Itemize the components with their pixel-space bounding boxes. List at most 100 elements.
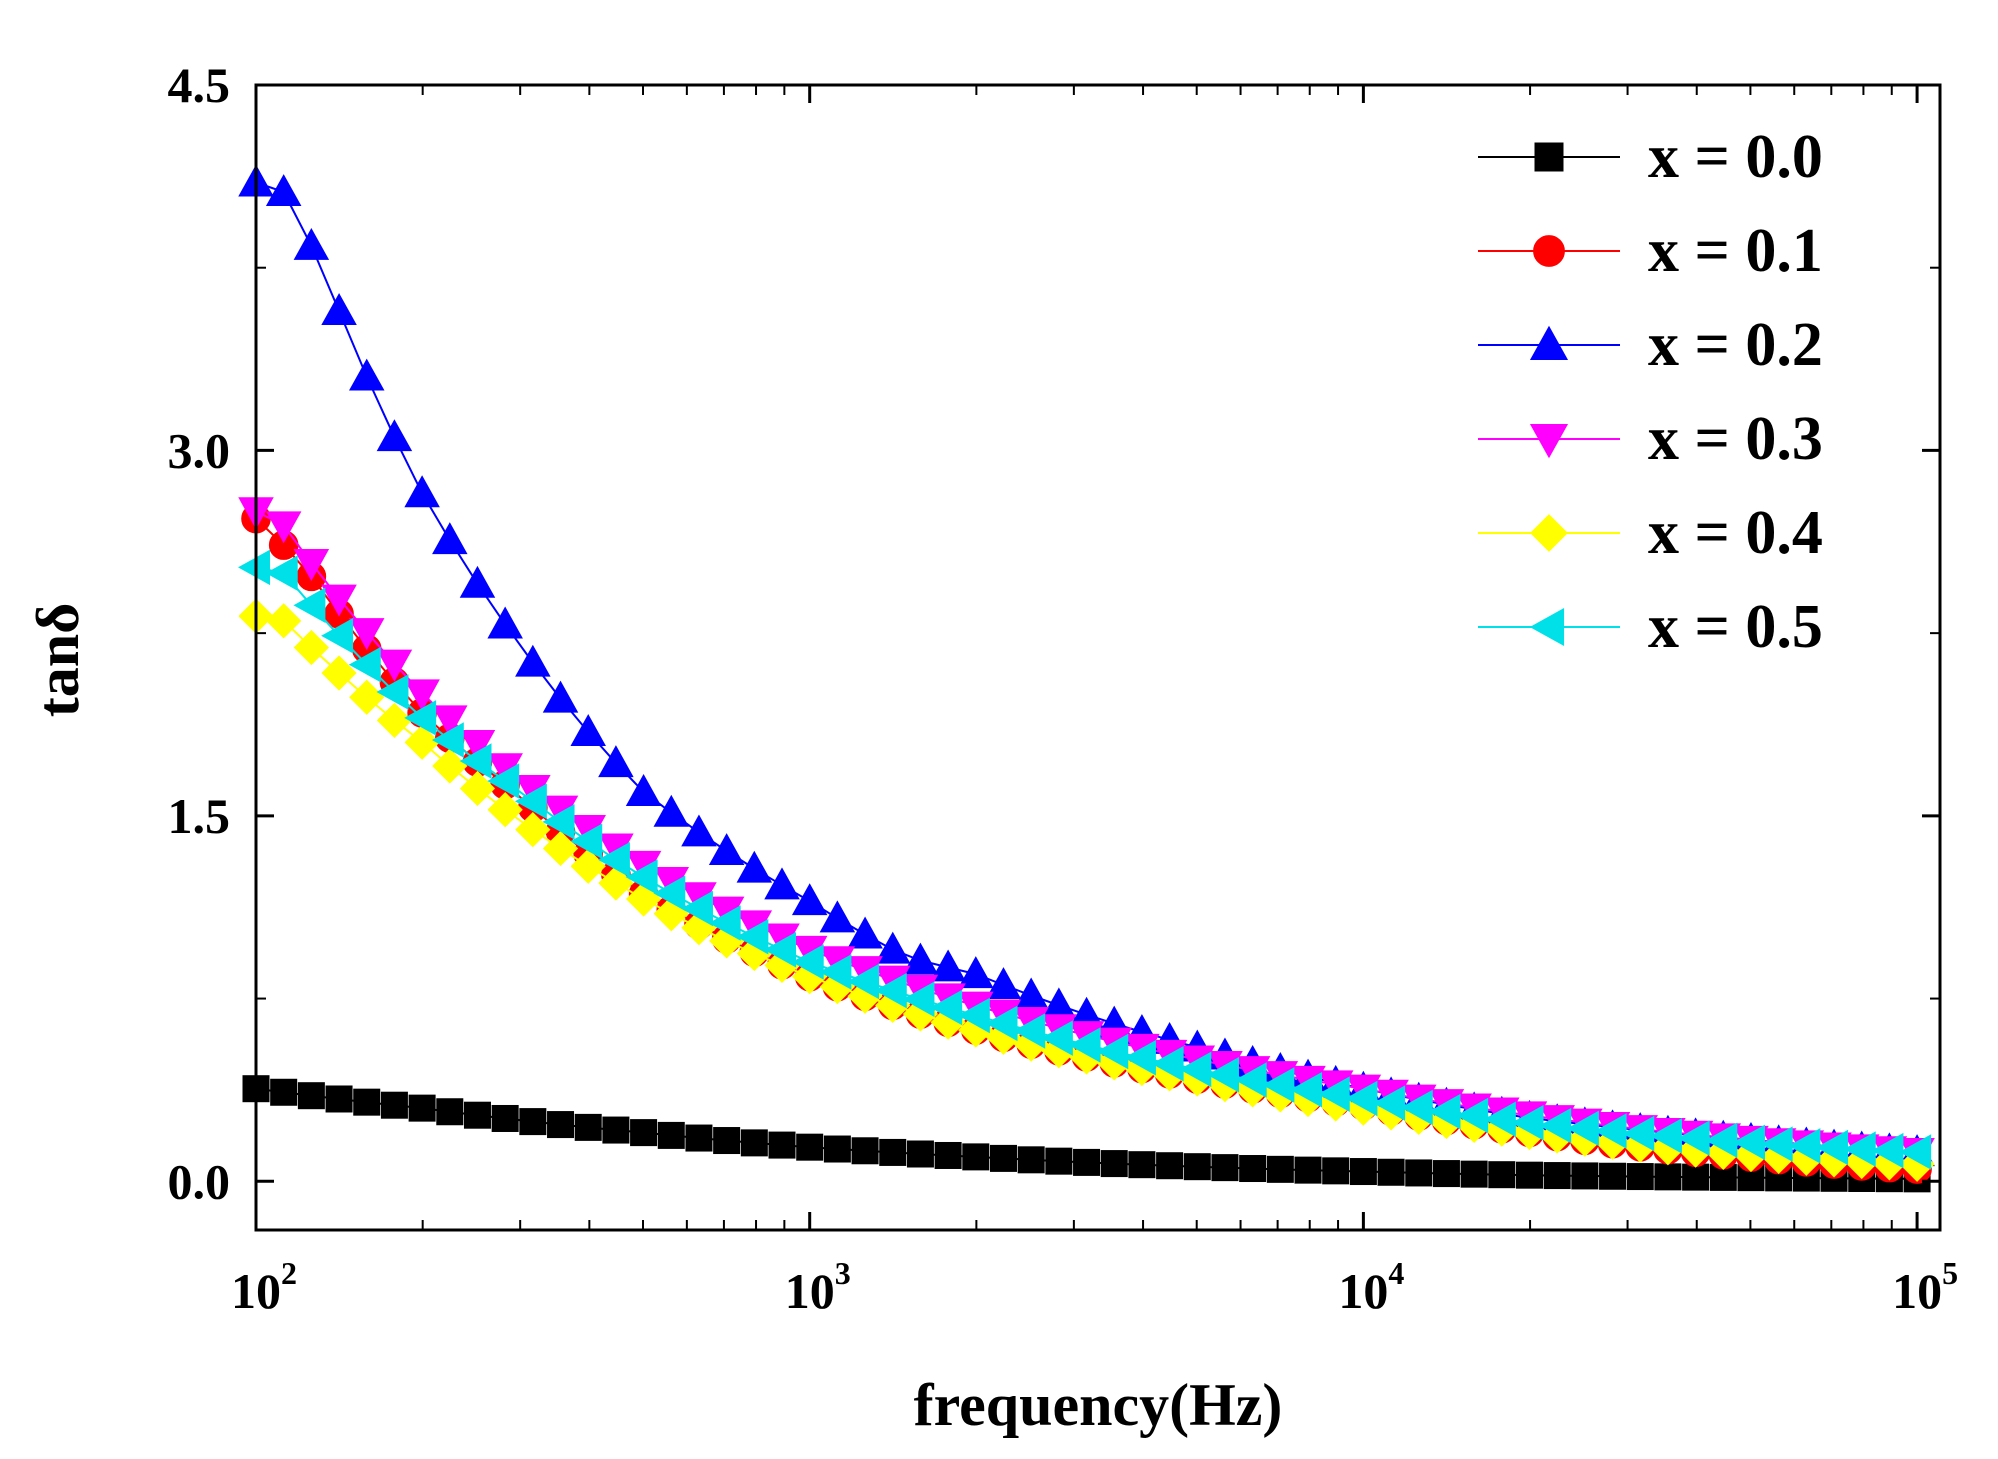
data-point xyxy=(597,841,630,878)
x-tick-label: 102 xyxy=(231,1255,297,1319)
data-point xyxy=(874,931,911,964)
data-point xyxy=(625,859,658,895)
data-point xyxy=(764,931,797,968)
data-point xyxy=(487,763,520,799)
data-point xyxy=(432,705,468,738)
data-point xyxy=(542,804,575,840)
data-point xyxy=(321,618,354,654)
x-tick-exponent: 2 xyxy=(281,1255,297,1291)
data-point xyxy=(1515,1161,1543,1189)
legend-entry: x = 0.1 xyxy=(1478,217,1823,285)
data-point xyxy=(874,972,907,1009)
data-point xyxy=(293,549,330,582)
data-point xyxy=(1539,1107,1572,1144)
data-point xyxy=(1017,1146,1045,1174)
data-point xyxy=(1349,1158,1377,1186)
data-point xyxy=(376,702,413,738)
legend-entry: x = 0.3 xyxy=(1478,405,1823,473)
plot-frame xyxy=(254,83,1942,1232)
data-point xyxy=(1400,1089,1433,1126)
data-point xyxy=(879,1138,907,1166)
data-point xyxy=(1428,1093,1461,1130)
data-point xyxy=(630,1119,658,1147)
data-point xyxy=(1211,1154,1239,1182)
data-point xyxy=(380,1091,408,1119)
data-point xyxy=(1599,1162,1627,1190)
legend-entry: x = 0.0 xyxy=(1478,123,1823,191)
legend-label: x = 0.1 xyxy=(1648,217,1823,285)
data-point xyxy=(708,905,741,941)
data-point xyxy=(1100,1150,1128,1178)
data-point xyxy=(353,1088,381,1116)
data-point xyxy=(657,1121,685,1149)
data-point xyxy=(1234,1062,1267,1098)
data-point xyxy=(1073,1148,1101,1176)
data-point xyxy=(1156,1152,1184,1180)
data-point xyxy=(1045,1147,1073,1175)
data-point xyxy=(989,1144,1017,1172)
data-point xyxy=(1483,1101,1516,1138)
data-point xyxy=(736,918,769,955)
data-point xyxy=(902,981,935,1018)
x-tick-exponent: 3 xyxy=(835,1255,851,1291)
data-point xyxy=(321,293,357,325)
data-point xyxy=(321,655,357,691)
data-point xyxy=(1290,1071,1323,1108)
data-point xyxy=(1262,1067,1295,1103)
data-point xyxy=(1682,1163,1710,1191)
data-point xyxy=(1207,1057,1239,1093)
data-point xyxy=(542,680,579,713)
data-point xyxy=(823,1135,851,1163)
y-tick-label: 4.5 xyxy=(168,57,231,113)
series-layer xyxy=(238,164,1935,1193)
data-point xyxy=(459,743,492,779)
data-point xyxy=(930,989,963,1026)
data-point xyxy=(491,1104,519,1132)
data-point xyxy=(376,649,413,682)
x-tick-label: 105 xyxy=(1892,1255,1958,1319)
data-point xyxy=(574,1113,602,1141)
data-point xyxy=(431,722,464,758)
data-point xyxy=(1373,1085,1406,1121)
data-point xyxy=(1377,1158,1405,1186)
y-tick-labels: 0.0 1.5 3.0 4.5 xyxy=(168,57,231,1209)
data-point xyxy=(957,997,990,1034)
data-point xyxy=(681,814,717,847)
data-point xyxy=(713,1127,741,1155)
data-point xyxy=(847,916,883,949)
data-point xyxy=(404,679,440,712)
x-tick-base: 10 xyxy=(1338,1263,1388,1319)
data-point xyxy=(265,511,302,544)
data-point xyxy=(1013,1013,1046,1049)
data-point xyxy=(1649,1118,1682,1154)
data-point xyxy=(547,1111,575,1139)
data-point xyxy=(1183,1153,1211,1181)
data-point xyxy=(985,967,1022,1000)
data-point xyxy=(1096,1033,1129,1070)
data-point xyxy=(463,1101,491,1129)
data-point xyxy=(958,956,994,989)
data-point xyxy=(519,1108,547,1136)
data-point xyxy=(681,890,713,927)
data-point xyxy=(408,1094,436,1122)
data-point xyxy=(902,942,939,975)
data-point xyxy=(297,1082,325,1110)
x-tick-label: 104 xyxy=(1338,1255,1404,1319)
data-point xyxy=(293,629,329,666)
data-point xyxy=(266,603,302,639)
x-tick-base: 10 xyxy=(231,1263,281,1319)
data-point xyxy=(348,358,385,391)
data-point xyxy=(293,587,326,624)
data-point xyxy=(1543,1162,1571,1190)
data-point xyxy=(653,875,686,911)
data-point xyxy=(1622,1115,1655,1152)
data-point xyxy=(685,1124,713,1152)
legend-marker xyxy=(1533,235,1565,267)
data-point xyxy=(459,729,496,762)
data-point xyxy=(819,900,856,933)
legend-entry: x = 0.2 xyxy=(1478,311,1823,379)
data-point xyxy=(1654,1163,1682,1191)
data-point xyxy=(404,700,437,736)
legend-entry: x = 0.5 xyxy=(1478,593,1823,661)
